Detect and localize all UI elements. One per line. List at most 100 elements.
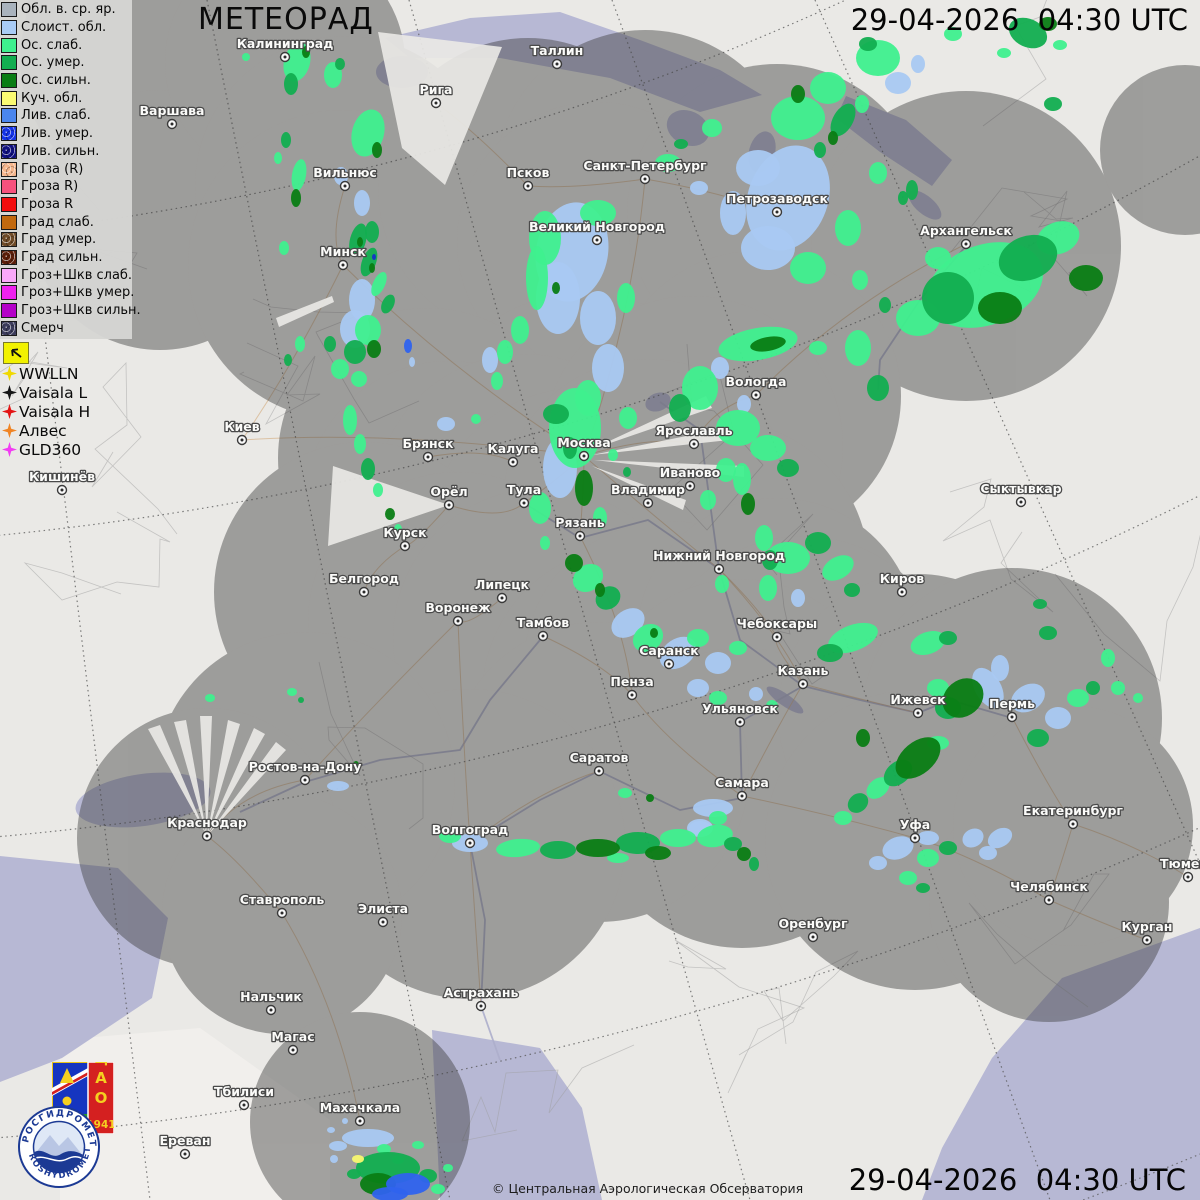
city-marker-dot bbox=[754, 393, 758, 397]
city-label: Оренбург bbox=[778, 916, 848, 931]
city-marker-dot bbox=[403, 544, 407, 548]
city-1: Варшава bbox=[138, 102, 206, 130]
precip-cell-g2 bbox=[939, 841, 957, 855]
road bbox=[718, 568, 778, 638]
city-label: Воронеж bbox=[425, 600, 491, 615]
city-label: Ставрополь bbox=[240, 892, 325, 907]
lightning-network-label: Алвес bbox=[19, 421, 67, 440]
precip-cell-g1 bbox=[729, 641, 747, 655]
city-34: Пенза bbox=[609, 673, 655, 701]
beam-blockage-streak bbox=[378, 32, 502, 185]
precip-cell-g1 bbox=[917, 849, 939, 867]
legend-color-swatch bbox=[1, 214, 17, 230]
city-marker-dot bbox=[500, 596, 504, 600]
road bbox=[527, 178, 646, 188]
precip-cell-g3 bbox=[369, 263, 375, 273]
precip-cell-g1 bbox=[377, 1144, 391, 1154]
city-marker-dot bbox=[291, 1048, 295, 1052]
legend-color-swatch bbox=[1, 126, 17, 142]
precip-cell-g1 bbox=[355, 315, 381, 345]
road bbox=[241, 436, 585, 457]
precip-cell-b1 bbox=[885, 72, 911, 94]
radar-coverage-circle bbox=[165, 0, 405, 182]
precip-cell-b2 bbox=[372, 1187, 408, 1200]
precip-cell-g1 bbox=[593, 507, 607, 529]
precip-cell-g2 bbox=[1027, 729, 1049, 747]
city-marker-dot bbox=[447, 503, 451, 507]
beam-blockage-streak bbox=[207, 728, 265, 836]
precip-cell-g1 bbox=[997, 48, 1011, 58]
road bbox=[583, 455, 720, 570]
city-8: Петрозаводск bbox=[725, 190, 830, 218]
precip-cell-g3 bbox=[353, 761, 359, 769]
water-body bbox=[385, 12, 762, 112]
precip-cell-g1 bbox=[1133, 693, 1143, 703]
precip-cell-g2 bbox=[344, 340, 366, 364]
city-label: Уфа bbox=[900, 817, 930, 832]
legend-label: Слоист. обл. bbox=[21, 20, 107, 36]
city-26: Киров bbox=[878, 570, 926, 598]
precip-cell-g1 bbox=[655, 154, 681, 172]
precip-cell-g2 bbox=[859, 37, 877, 51]
precip-cell-g1 bbox=[715, 575, 729, 593]
city-51: Нальчик bbox=[239, 988, 304, 1016]
legend-label: Лив. сильн. bbox=[21, 143, 100, 159]
legend-row: Град умер. bbox=[1, 231, 132, 249]
city-label: Сыктывкар bbox=[980, 481, 1061, 496]
precip-cell-g1 bbox=[899, 871, 917, 885]
river bbox=[239, 639, 541, 813]
city-33: Казань bbox=[776, 662, 830, 690]
precip-cell-b1 bbox=[720, 191, 746, 235]
precip-cell-g1 bbox=[759, 575, 777, 601]
city-4: Вильнюс bbox=[312, 164, 378, 192]
precip-cell-b1 bbox=[409, 357, 415, 367]
city-marker-dot bbox=[362, 590, 366, 594]
city-marker-dot bbox=[630, 693, 634, 697]
precip-cell-b1 bbox=[592, 344, 624, 392]
precip-cell-g1 bbox=[471, 414, 481, 424]
precip-cell-g3 bbox=[385, 508, 395, 520]
legend-label: Обл. в. ср. яр. bbox=[21, 2, 116, 18]
beam-blockage-streak bbox=[328, 466, 449, 546]
precip-cell-g1 bbox=[295, 336, 305, 352]
city-45: Тюмень bbox=[1159, 855, 1200, 883]
city-marker-dot bbox=[183, 1152, 187, 1156]
city-23: Курск bbox=[382, 524, 428, 552]
city-0: Калининград bbox=[235, 35, 335, 63]
precip-cell-b1 bbox=[354, 190, 370, 216]
precip-cell-g1 bbox=[291, 159, 307, 191]
precip-cell-g2 bbox=[817, 644, 843, 662]
city-2: Таллин bbox=[529, 42, 585, 70]
precip-cell-b1 bbox=[882, 836, 914, 860]
legend-label: Смерч bbox=[21, 320, 64, 336]
city-marker-dot bbox=[801, 682, 805, 686]
copyright-text: © Центральная Аэрологическая Обсерватори… bbox=[492, 1181, 804, 1196]
beam-blockage-streak bbox=[174, 720, 207, 836]
legend-row: Лив. слаб. bbox=[1, 107, 132, 125]
precip-cell-b1 bbox=[342, 1129, 394, 1147]
precip-cell-g2 bbox=[898, 191, 908, 205]
precip-cell-g2 bbox=[1044, 97, 1062, 111]
city-46: Челябинск bbox=[1009, 878, 1090, 906]
city-label: Архангельск bbox=[920, 223, 1012, 238]
admin-border bbox=[239, 342, 321, 426]
lightning-networks-legend: WWLLN Vaisala L Vaisala H Алвес GLD360 bbox=[2, 364, 90, 459]
precip-cell-g3 bbox=[646, 794, 654, 802]
precip-cell-g2 bbox=[939, 631, 957, 645]
precip-cell-g1 bbox=[702, 119, 722, 137]
precip-cell-g1 bbox=[927, 679, 949, 697]
city-39: Саратов bbox=[568, 749, 630, 777]
city-22: Рязань bbox=[554, 514, 606, 542]
beam-blockage-streak bbox=[594, 460, 744, 477]
city-37: Ульяновск bbox=[701, 700, 780, 728]
precip-cell-g1 bbox=[852, 270, 868, 290]
city-marker-dot bbox=[1071, 822, 1075, 826]
city-marker-dot bbox=[60, 488, 64, 492]
city-marker-dot bbox=[692, 442, 696, 446]
precipitation-layer bbox=[205, 17, 1143, 1200]
precip-cell-g1 bbox=[371, 271, 387, 297]
lightning-strike-icon bbox=[2, 442, 17, 457]
city-marker-dot bbox=[1186, 875, 1190, 879]
